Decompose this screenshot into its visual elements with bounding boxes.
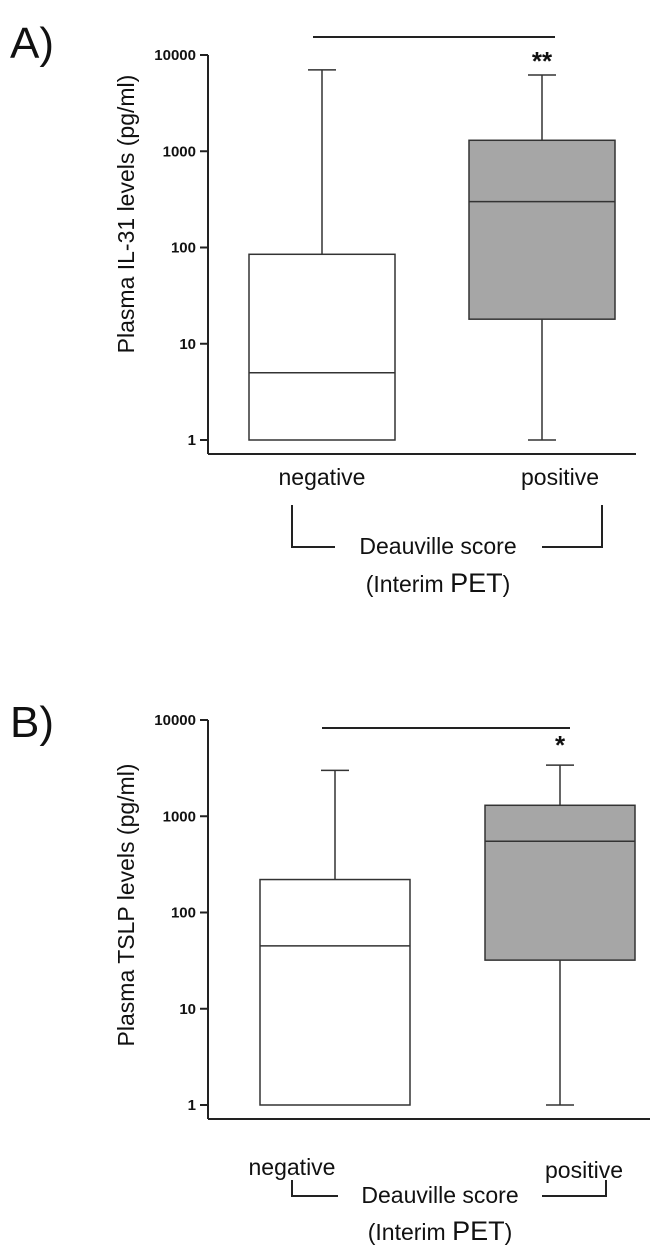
panel-a-tick-label-10000: 10000 [154,47,196,64]
panel-b-category-negative: negative [249,1154,336,1180]
panel-a-tick-label-1: 1 [188,432,196,449]
panel-b-y-axis-label: Plasma TSLP levels (pg/ml) [113,764,139,1047]
panel-a-tick-label-100: 100 [171,240,196,257]
panel-b-tick-label-100: 100 [171,905,196,922]
panel-a-group-sublabel: (Interim PET) [366,568,511,598]
panel-b-group-label: Deauville score [361,1182,518,1208]
panel-a-y-axis-label: Plasma IL-31 levels (pg/ml) [113,75,139,354]
panel-b-negative-box [259,878,411,1106]
panel-b-sublabel-pet: PET [452,1216,505,1246]
panel-a-sublabel-prefix: (Interim [366,571,450,597]
panel-a-tick-label-10: 10 [179,336,196,353]
panel-a-category-positive: positive [521,464,599,490]
panel-b-sublabel-prefix: (Interim [368,1219,452,1245]
panel-b-group-sublabel: (Interim PET) [368,1216,513,1246]
panel-a-label: A) [10,19,54,68]
panel-b-plot: 1 10 100 1000 10000 * [154,712,650,1120]
panel-a-group-label: Deauville score [359,533,516,559]
panel-b-category-positive: positive [545,1157,623,1183]
panel-a-negative-box [248,253,396,441]
panel-a: A) Plasma IL-31 levels (pg/ml) negative … [10,19,636,598]
panel-b-sublabel-suffix: ) [505,1219,513,1245]
panel-b-label: B) [10,698,54,747]
panel-a-plot: 1 10 100 1000 10000 ** [154,36,636,455]
panel-b-tick-label-10000: 10000 [154,712,196,729]
panel-a-category-negative: negative [279,464,366,490]
panel-a-sublabel-suffix: ) [503,571,511,597]
panel-b-positive-box [484,804,636,961]
panel-a-significance-marker: ** [532,46,553,76]
panel-b-significance-marker: * [555,730,566,760]
panel-b-tick-label-1000: 1000 [163,808,196,825]
panel-b-group-bracket [291,1180,607,1197]
panel-b-tick-label-10: 10 [179,1001,196,1018]
panel-a-group-bracket [291,505,603,548]
panel-a-positive-box [468,139,616,320]
panel-a-sublabel-pet: PET [450,568,503,598]
panel-b-tick-label-1: 1 [188,1097,196,1114]
panel-a-tick-label-1000: 1000 [163,143,196,160]
panel-b: B) Plasma TSLP levels (pg/ml) negative p… [10,698,650,1246]
